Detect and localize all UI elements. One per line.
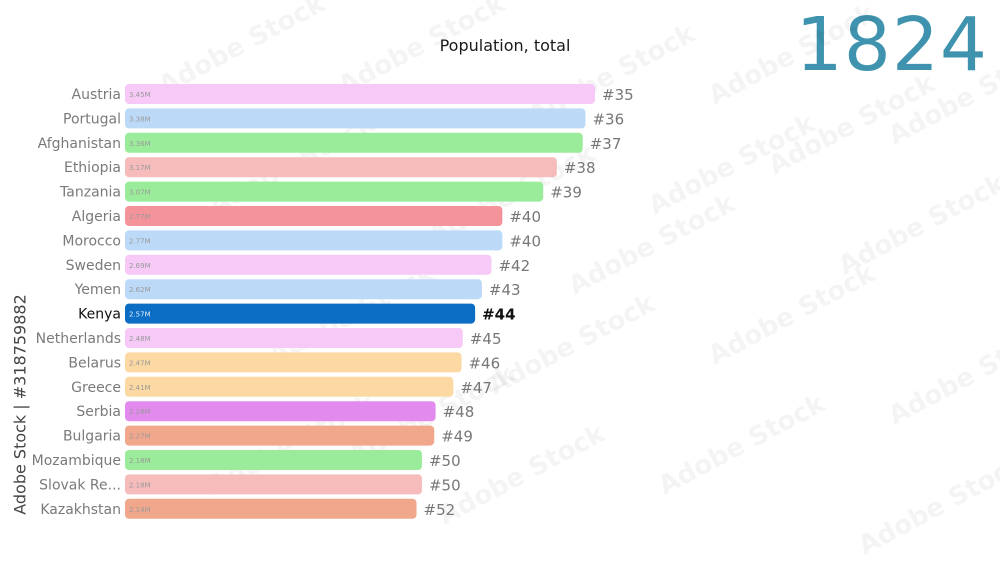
bar-row: Afghanistan 3.36M #37 (38, 132, 622, 153)
chart-title: Population, total (439, 36, 571, 55)
bar (125, 254, 492, 275)
category-label: Slovak Re... (39, 477, 121, 493)
category-label: Mozambique (32, 453, 121, 469)
bar-chart: Austria 3.45M #35 Portugal 3.38M #36 Afghanist… (32, 84, 634, 519)
rank-label: #40 (509, 208, 541, 226)
category-label: Ethiopia (64, 160, 121, 176)
value-label: 3.38M (129, 115, 151, 123)
rank-label: #45 (470, 330, 502, 348)
rank-label: #39 (550, 184, 582, 202)
value-label: 2.48M (129, 335, 151, 343)
category-label: Portugal (63, 111, 121, 127)
category-label: Bulgaria (63, 429, 121, 445)
bar-row: Algeria 2.77M #40 (72, 206, 541, 226)
bar-row: Netherlands 2.48M #45 (36, 328, 502, 348)
category-label: Yemen (74, 282, 121, 298)
category-label: Algeria (72, 209, 121, 225)
value-label: 2.28M (129, 408, 151, 416)
bar (125, 401, 436, 422)
bar-row: Greece 2.41M #47 (71, 376, 492, 397)
rank-label: #46 (468, 354, 500, 372)
rank-label: #49 (441, 428, 473, 446)
bar-row: Ethiopia 3.17M #38 (64, 157, 596, 178)
value-label: 2.14M (129, 506, 151, 514)
value-label: 3.45M (129, 91, 151, 99)
value-label: 2.41M (129, 384, 151, 392)
rank-label: #43 (489, 281, 521, 299)
category-label: Sweden (66, 258, 121, 274)
bar-row: Sweden 2.69M #42 (66, 254, 530, 275)
rank-label: #35 (602, 86, 634, 104)
bar-row: Serbia 2.28M #48 (76, 401, 475, 422)
category-label: Afghanistan (38, 136, 121, 152)
year-counter: 1824 (795, 2, 988, 88)
value-label: 2.77M (129, 237, 151, 245)
value-label: 2.62M (129, 286, 151, 294)
category-label: Kazakhstan (40, 502, 121, 518)
value-label: 2.77M (129, 213, 151, 221)
bar-row: Mozambique 2.18M #50 (32, 450, 461, 470)
bar (125, 279, 482, 300)
bar-row: Kazakhstan 2.14M #52 (40, 498, 456, 519)
bar (125, 108, 586, 129)
category-label: Kenya (78, 307, 121, 323)
value-label: 3.36M (129, 140, 151, 148)
category-label: Austria (72, 87, 121, 103)
value-label: 2.69M (129, 262, 151, 270)
bar (125, 498, 417, 519)
rank-label: #36 (592, 110, 624, 128)
rank-label: #38 (564, 159, 596, 177)
bar (125, 352, 462, 373)
category-label: Belarus (68, 355, 121, 371)
bar (125, 132, 583, 153)
bar (125, 328, 463, 348)
bar-row: Slovak Re... 2.18M #50 (39, 474, 461, 495)
bar (125, 376, 454, 397)
category-label: Tanzania (59, 185, 121, 201)
bar (125, 206, 503, 226)
bar-row: Tanzania 3.07M #39 (59, 181, 582, 202)
bar-row: Bulgaria 2.27M #49 (63, 425, 473, 446)
bar-row: Austria 3.45M #35 (72, 84, 634, 104)
rank-label: #42 (498, 257, 530, 275)
rank-label: #40 (509, 232, 541, 250)
rank-label: #50 (429, 476, 461, 494)
rank-label: #52 (424, 501, 456, 519)
rank-label: #44 (482, 306, 515, 324)
category-label: Serbia (76, 404, 121, 420)
value-label: 2.27M (129, 433, 151, 441)
value-label: 3.17M (129, 164, 151, 172)
bar (125, 181, 544, 202)
bar (125, 450, 422, 470)
bar-row: Portugal 3.38M #36 (63, 108, 624, 129)
bar-row: Yemen 2.62M #43 (74, 279, 521, 300)
bar (125, 84, 595, 104)
bar (125, 474, 422, 495)
value-label: 2.57M (129, 311, 151, 319)
bar-row: Belarus 2.47M #46 (68, 352, 500, 373)
value-label: 2.47M (129, 359, 151, 367)
rank-label: #48 (443, 403, 475, 421)
bar (125, 425, 435, 446)
category-label: Netherlands (36, 331, 121, 347)
bar-row: Kenya 2.57M #44 (78, 303, 516, 324)
bar (125, 303, 476, 324)
bar (125, 157, 557, 178)
rank-label: #50 (429, 452, 461, 470)
rank-label: #47 (460, 379, 492, 397)
value-label: 2.18M (129, 457, 151, 465)
value-label: 3.07M (129, 189, 151, 197)
bar (125, 230, 503, 251)
rank-label: #37 (590, 135, 622, 153)
bar-row: Morocco 2.77M #40 (62, 230, 541, 251)
value-label: 2.18M (129, 481, 151, 489)
category-label: Morocco (62, 233, 121, 249)
category-label: Greece (71, 380, 121, 396)
